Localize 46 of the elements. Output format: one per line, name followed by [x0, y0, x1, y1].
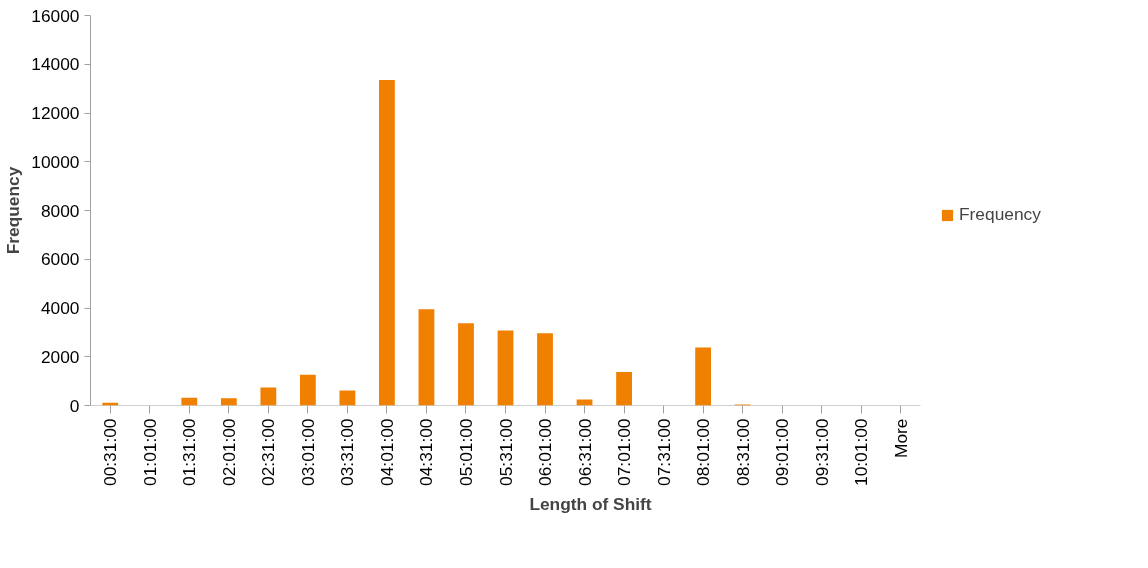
- y-tick-label: 4000: [40, 298, 80, 318]
- x-tick-label: 03:01:00: [297, 418, 318, 486]
- x-tick-label: 02:01:00: [218, 418, 239, 486]
- bar: [299, 374, 316, 406]
- bar: [418, 309, 435, 406]
- y-axis-title: Frequency: [3, 166, 24, 255]
- bar: [379, 80, 395, 406]
- bar: [695, 347, 712, 406]
- x-tick-label: More: [890, 418, 911, 458]
- x-tick-label: 03:31:00: [337, 418, 358, 486]
- x-tick-label: 00:31:00: [100, 418, 121, 486]
- x-tick-label: 01:01:00: [139, 418, 160, 486]
- x-tick-label: 06:31:00: [574, 418, 595, 486]
- x-tick-label: 05:31:00: [495, 418, 516, 486]
- x-tick-label: 10:01:00: [851, 418, 872, 486]
- y-tick-label: 2000: [40, 346, 80, 367]
- y-tick-label: 8000: [40, 200, 80, 221]
- bar: [576, 399, 593, 406]
- x-tick-label: 06:01:00: [535, 418, 556, 486]
- bar: [220, 398, 237, 406]
- x-tick-label: 01:31:00: [179, 418, 200, 486]
- x-tick-label: 04:31:00: [416, 418, 437, 486]
- bar: [339, 390, 356, 406]
- x-axis-title: Length of Shift: [529, 493, 652, 514]
- bar: [537, 333, 553, 406]
- bar: [497, 330, 514, 406]
- y-tick-label: 10000: [31, 151, 80, 172]
- x-tick-label: 08:01:00: [693, 418, 714, 486]
- bar: [181, 397, 198, 406]
- x-tick-label: 05:01:00: [455, 418, 476, 486]
- x-tick-label: 04:01:00: [376, 418, 397, 486]
- y-tick-label: 6000: [40, 249, 80, 270]
- y-tick-label: 0: [69, 395, 80, 416]
- x-tick-label: 09:31:00: [811, 418, 832, 486]
- bar: [260, 387, 277, 406]
- x-tick-label: 02:31:00: [258, 418, 279, 486]
- x-tick-label: 09:01:00: [772, 418, 793, 486]
- y-tick-label: 16000: [31, 5, 80, 26]
- x-tick-label: 07:01:00: [614, 418, 635, 486]
- x-tick-label: 08:31:00: [732, 418, 753, 486]
- y-tick-label: 14000: [31, 54, 80, 75]
- bar: [616, 372, 632, 406]
- legend-label: Frequency: [959, 204, 1041, 225]
- x-tick-label: 07:31:00: [653, 418, 674, 486]
- bar: [458, 323, 474, 406]
- y-tick-label: 12000: [31, 103, 80, 123]
